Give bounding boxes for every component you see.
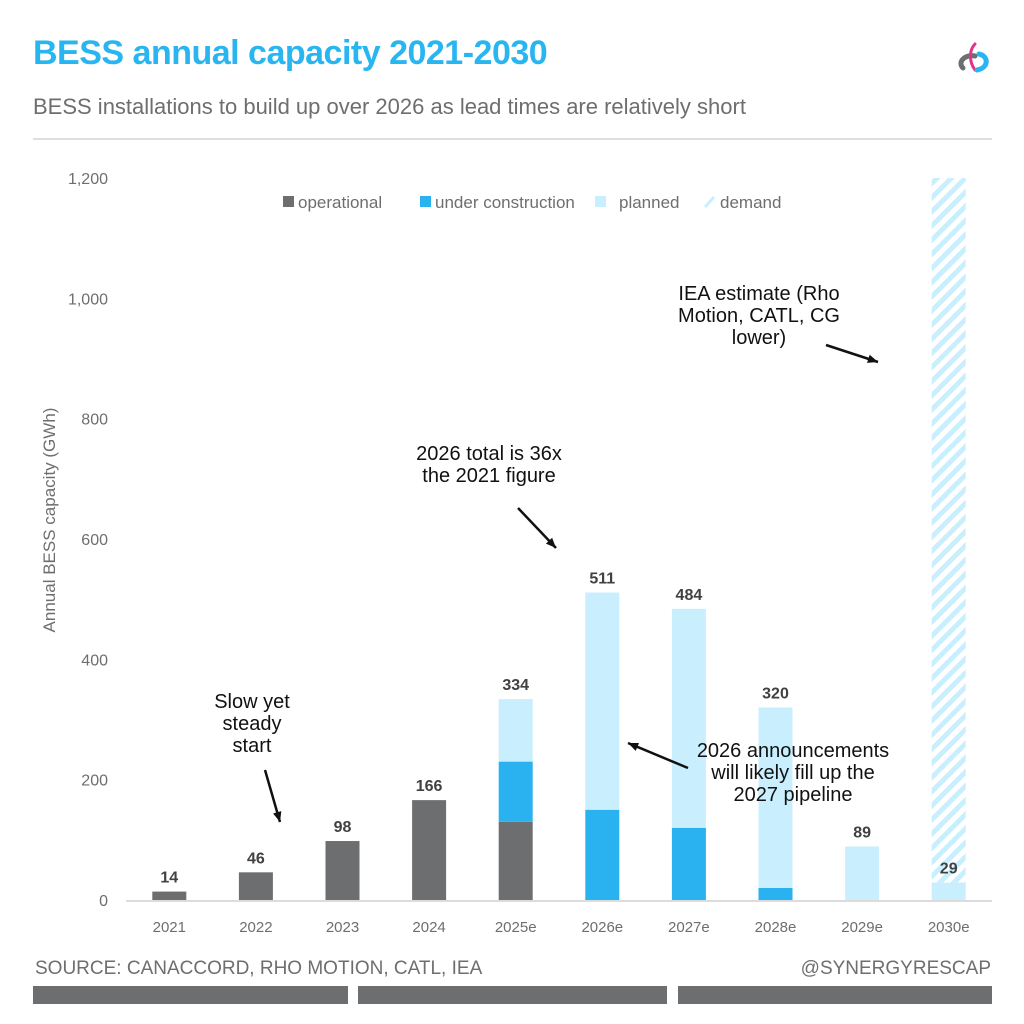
annotation-text: will likely fill up the [710, 762, 874, 784]
y-axis-title: Annual BESS capacity (GWh) [40, 408, 59, 633]
bar-under-construction-2025e [498, 761, 533, 822]
y-tick-label: 0 [99, 893, 108, 910]
total-label-2029e: 89 [853, 824, 871, 841]
y-tick-label: 400 [81, 652, 108, 669]
bar-planned-2027e [671, 608, 706, 828]
annotation-text: steady [223, 713, 282, 735]
legend-swatch-demand [703, 195, 716, 209]
annotation-arrowhead [628, 742, 639, 751]
x-tick-label: 2027e [668, 919, 710, 936]
tri-color-loop-logo-icon [958, 42, 989, 73]
annotation-text: 2027 pipeline [734, 784, 853, 806]
footer-strip-1 [33, 986, 348, 1004]
annotation-text: the 2021 figure [422, 465, 555, 487]
bar-chart: Annual BESS capacity (GWh) 0 200 400 600 800… [40, 171, 992, 936]
bars: 14 46 98 166 334 511 484 320 89 29 [152, 178, 966, 900]
y-tick-label: 1,200 [68, 171, 108, 188]
chart-title: BESS annual capacity 2021-2030 [33, 34, 548, 72]
annotation-text: start [233, 735, 272, 757]
y-tick-label: 200 [81, 773, 108, 790]
legend-label: under construction [435, 193, 575, 212]
bar-under-construction-2028e [758, 887, 793, 900]
chart-subtitle: BESS installations to build up over 2026… [33, 94, 746, 119]
total-label-2023: 98 [334, 819, 352, 836]
y-axis: 0 200 400 600 800 1,000 1,200 [68, 171, 108, 910]
bar-under-construction-2027e [671, 827, 706, 900]
total-label-2021: 14 [160, 870, 178, 887]
total-label-2030e: 29 [940, 861, 958, 878]
annotation-text: lower) [732, 327, 786, 349]
annotation-arrowhead [273, 811, 282, 822]
header-divider [33, 138, 992, 140]
bar-operational-2023 [325, 841, 360, 900]
source-note: SOURCE: CANACCORD, RHO MOTION, CATL, IEA [35, 958, 483, 979]
x-tick-label: 2030e [928, 919, 970, 936]
annotation-arrowhead [545, 537, 556, 548]
legend-label: demand [720, 193, 781, 212]
bar-planned-2030e [931, 882, 966, 900]
bar-operational-2024 [412, 800, 447, 900]
y-axis-title-group: Annual BESS capacity (GWh) [40, 408, 59, 633]
annotation-text: Slow yet [214, 691, 290, 713]
x-tick-label: 2026e [581, 919, 623, 936]
bar-operational-2025e [498, 821, 533, 900]
footer-strip-2 [358, 986, 667, 1004]
bar-operational-2021 [152, 891, 187, 900]
annotation-arrowhead [867, 354, 878, 363]
legend: operational under construction planned dema… [283, 193, 781, 212]
x-tick-label: 2028e [755, 919, 797, 936]
annotation-text: 2026 announcements [697, 740, 889, 762]
annotation-text: 2026 total is 36x [416, 443, 562, 465]
x-tick-label: 2024 [412, 919, 445, 936]
total-label-2028e: 320 [762, 685, 789, 702]
bar-demand-2030e [931, 178, 966, 883]
legend-label: operational [298, 193, 382, 212]
bar-planned-2029e [845, 846, 880, 900]
x-tick-label: 2029e [841, 919, 883, 936]
bar-operational-2022 [238, 872, 273, 900]
bar-planned-2026e [585, 592, 620, 810]
total-label-2022: 46 [247, 850, 265, 867]
total-label-2026e: 511 [589, 571, 615, 588]
annotation-text: Motion, CATL, CG [678, 305, 840, 327]
bar-planned-2028e [758, 707, 793, 888]
legend-swatch-planned [595, 196, 606, 207]
footer-strip-3 [678, 986, 992, 1004]
legend-label: planned [619, 193, 680, 212]
y-tick-label: 1,000 [68, 291, 108, 308]
legend-swatch-under-construction [420, 196, 431, 207]
total-label-2025e: 334 [502, 677, 529, 694]
y-tick-label: 800 [81, 412, 108, 429]
annotation-arrow [627, 741, 689, 770]
legend-swatch-operational [283, 196, 294, 207]
y-tick-label: 600 [81, 532, 108, 549]
x-tick-label: 2022 [239, 919, 272, 936]
bar-under-construction-2026e [585, 809, 620, 900]
x-tick-label: 2023 [326, 919, 359, 936]
total-label-2024: 166 [416, 778, 443, 795]
total-label-2027e: 484 [676, 587, 703, 604]
x-tick-label: 2021 [153, 919, 186, 936]
bar-planned-2025e [498, 699, 533, 762]
x-tick-label: 2025e [495, 919, 537, 936]
annotation-text: IEA estimate (Rho [678, 283, 839, 305]
author-handle: @SYNERGYRESCAP [800, 958, 991, 979]
x-axis: 2021 2022 2023 2024 2025e 2026e 2027e 2028e 2029… [153, 919, 970, 936]
